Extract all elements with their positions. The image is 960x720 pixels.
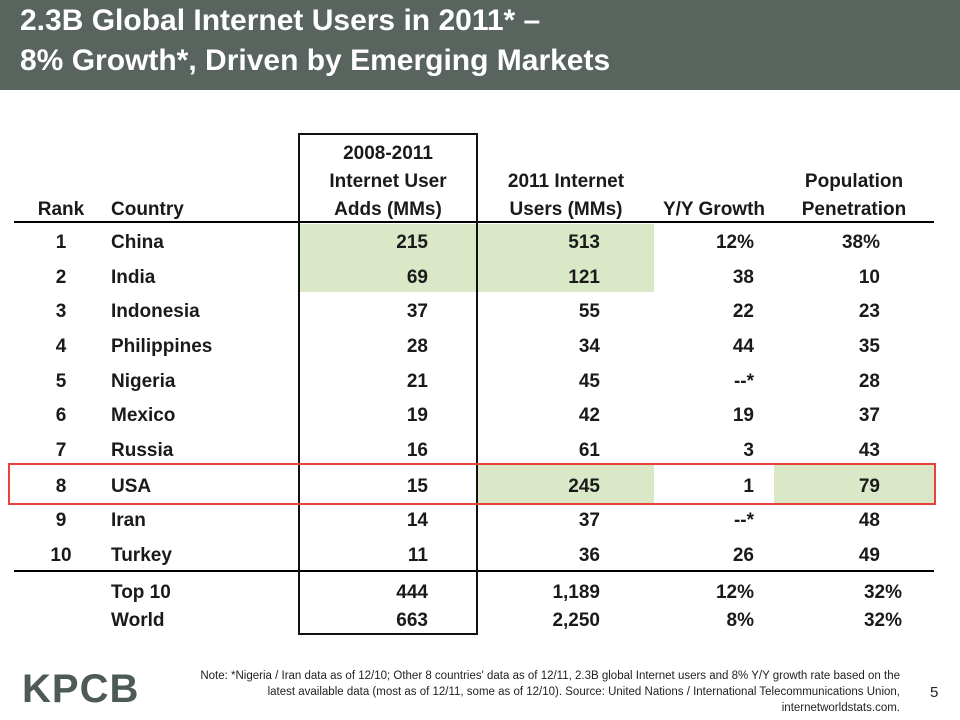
cell-country: China bbox=[111, 232, 164, 253]
cell-users: 37 bbox=[578, 510, 600, 531]
cell-growth: 22 bbox=[732, 301, 754, 322]
cell-rank: 7 bbox=[55, 440, 67, 461]
cell-rank: 5 bbox=[55, 371, 67, 392]
totals-adds-top10: 444 bbox=[396, 582, 428, 603]
cell-penetration: 49 bbox=[858, 545, 880, 566]
cell-penetration: 23 bbox=[858, 301, 880, 322]
cell-rank: 6 bbox=[55, 405, 67, 426]
cell-users: 61 bbox=[578, 440, 600, 461]
totals-label-world: World bbox=[111, 610, 165, 631]
cell-users: 121 bbox=[568, 267, 600, 288]
cell-growth: 3 bbox=[743, 440, 754, 461]
cell-users: 34 bbox=[578, 336, 600, 357]
cell-rank: 8 bbox=[55, 476, 67, 497]
cell-growth: 12% bbox=[715, 232, 754, 253]
cell-country: USA bbox=[111, 476, 152, 497]
cell-country: India bbox=[111, 267, 156, 288]
cell-country: Turkey bbox=[111, 545, 172, 566]
cell-country: Iran bbox=[111, 510, 146, 531]
usa-row-highlight-frame bbox=[8, 463, 936, 505]
totals-pen-world: 32% bbox=[863, 610, 902, 631]
totals-users-world: 2,250 bbox=[552, 610, 600, 631]
cell-growth: 44 bbox=[732, 336, 754, 357]
cell-penetration: 28 bbox=[858, 371, 880, 392]
cell-penetration: 48 bbox=[858, 510, 880, 531]
cell-rank: 2 bbox=[55, 267, 67, 288]
cell-users: 42 bbox=[578, 405, 600, 426]
cell-adds: 19 bbox=[406, 405, 428, 426]
cell-growth: --* bbox=[733, 510, 754, 531]
cell-penetration: 35 bbox=[858, 336, 880, 357]
header-users-2: Users (MMs) bbox=[509, 199, 623, 220]
cell-users: 55 bbox=[578, 301, 600, 322]
cell-rank: 4 bbox=[55, 336, 67, 357]
cell-rank: 1 bbox=[55, 232, 67, 253]
cell-country: Philippines bbox=[111, 336, 213, 357]
cell-growth: 1 bbox=[743, 476, 754, 497]
totals-pen-top10: 32% bbox=[863, 582, 902, 603]
highlight-penetration-usa bbox=[774, 465, 934, 503]
cell-adds: 21 bbox=[406, 371, 428, 392]
cell-growth: --* bbox=[733, 371, 754, 392]
cell-growth: 38 bbox=[732, 267, 754, 288]
cell-growth: 19 bbox=[732, 405, 754, 426]
cell-penetration: 37 bbox=[858, 405, 880, 426]
highlight-users-top2 bbox=[478, 224, 654, 292]
cell-adds: 215 bbox=[396, 232, 428, 253]
cell-penetration: 43 bbox=[858, 440, 880, 461]
cell-adds: 14 bbox=[406, 510, 428, 531]
header-rank: Rank bbox=[37, 199, 85, 220]
header-divider bbox=[14, 221, 934, 223]
header-country: Country bbox=[111, 199, 184, 220]
cell-adds: 15 bbox=[406, 476, 428, 497]
kpcb-logo: KPCB bbox=[22, 667, 140, 711]
footnote-line-2: latest available data (most as of 12/11,… bbox=[267, 686, 900, 698]
slide-title-line-2: 8% Growth*, Driven by Emerging Markets bbox=[20, 44, 611, 77]
title-bar: 2.3B Global Internet Users in 2011* – 8%… bbox=[0, 0, 960, 90]
totals-adds-world: 663 bbox=[396, 610, 428, 631]
cell-users: 513 bbox=[568, 232, 600, 253]
header-growth: Y/Y Growth bbox=[662, 199, 766, 220]
slide-title-line-1: 2.3B Global Internet Users in 2011* – bbox=[20, 4, 541, 37]
header-users-1: 2011 Internet bbox=[507, 171, 625, 192]
cell-penetration: 79 bbox=[858, 476, 880, 497]
footnote: Note: *Nigeria / Iran data as of 12/10; … bbox=[150, 668, 900, 716]
cell-users: 36 bbox=[578, 545, 600, 566]
cell-adds: 69 bbox=[406, 267, 428, 288]
header-adds-1: 2008-2011 bbox=[343, 143, 433, 164]
cell-country: Russia bbox=[111, 440, 174, 461]
header-penetration-1: Population bbox=[804, 171, 904, 192]
cell-adds: 37 bbox=[406, 301, 428, 322]
cell-penetration: 38% bbox=[841, 232, 880, 253]
header-penetration-2: Penetration bbox=[801, 199, 907, 220]
highlight-adds-top2 bbox=[298, 224, 478, 292]
page-number: 5 bbox=[930, 684, 939, 701]
footnote-line-3: internetworldstats.com. bbox=[781, 702, 900, 714]
cell-country: Mexico bbox=[111, 405, 176, 426]
cell-country: Nigeria bbox=[111, 371, 176, 392]
cell-users: 45 bbox=[578, 371, 600, 392]
totals-growth-top10: 12% bbox=[715, 582, 754, 603]
cell-adds: 16 bbox=[406, 440, 428, 461]
totals-growth-world: 8% bbox=[726, 610, 754, 631]
cell-growth: 26 bbox=[732, 545, 754, 566]
totals-divider bbox=[14, 570, 934, 572]
totals-users-top10: 1,189 bbox=[552, 582, 600, 603]
cell-penetration: 10 bbox=[858, 267, 880, 288]
totals-label-top10: Top 10 bbox=[111, 582, 171, 603]
cell-rank: 9 bbox=[55, 510, 67, 531]
footnote-line-1: Note: *Nigeria / Iran data as of 12/10; … bbox=[200, 670, 900, 682]
cell-adds: 11 bbox=[407, 545, 428, 566]
header-adds-2: Internet User bbox=[329, 171, 447, 192]
highlight-users-usa bbox=[478, 465, 654, 503]
cell-rank: 10 bbox=[50, 545, 72, 566]
adds-column-frame bbox=[298, 133, 478, 635]
header-adds-3: Adds (MMs) bbox=[334, 199, 442, 220]
cell-rank: 3 bbox=[55, 301, 67, 322]
cell-adds: 28 bbox=[406, 336, 428, 357]
cell-country: Indonesia bbox=[111, 301, 200, 322]
cell-users: 245 bbox=[568, 476, 600, 497]
